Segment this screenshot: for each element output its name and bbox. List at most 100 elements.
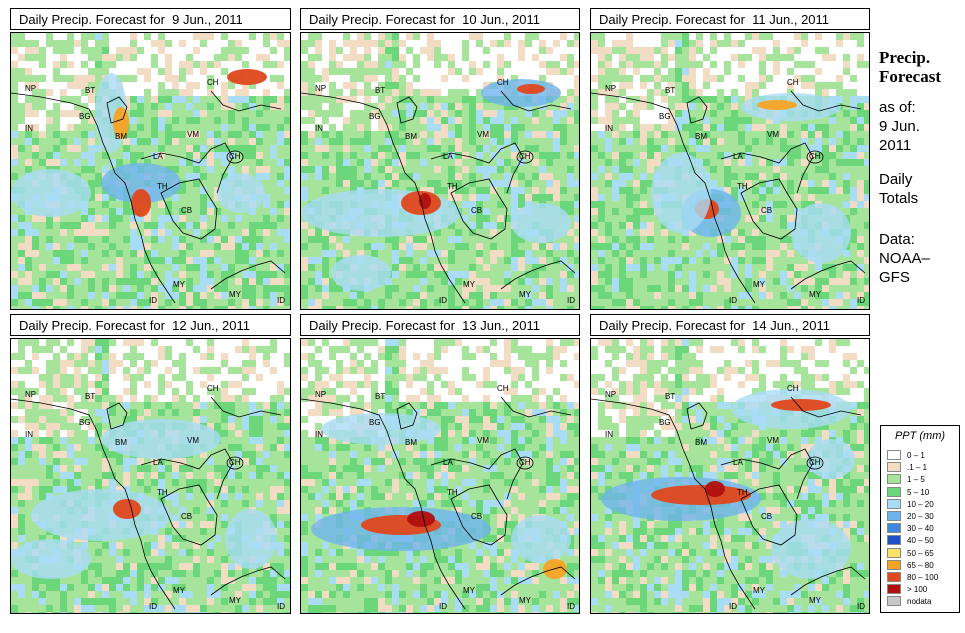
- legend-swatch: [887, 547, 901, 558]
- map-canvas: NP BT BG IN BM CH VM LA TH CB CH MY ID MY ID: [11, 339, 290, 613]
- country-label: CB: [181, 512, 192, 521]
- country-label: CH: [497, 384, 509, 393]
- country-label: CB: [761, 512, 772, 521]
- country-label: BM: [115, 132, 127, 141]
- country-label: BG: [79, 112, 91, 121]
- map-canvas: NP BT BG IN BM CH VM LA TH CB CH MY ID MY ID: [11, 33, 290, 309]
- country-label: BM: [405, 438, 417, 447]
- panel-title: Daily Precip. Forecast for 9 Jun., 2011: [10, 8, 291, 30]
- map-canvas: NP BT BG IN BM CH VM LA TH CB CH MY ID MY ID: [301, 33, 579, 309]
- country-label: CH: [229, 458, 241, 467]
- heavy-rain-areas: [11, 69, 267, 217]
- country-label: BM: [695, 438, 707, 447]
- country-label: NP: [315, 84, 326, 93]
- sidebar-as-of: as of: 9 Jun. 2011: [879, 99, 920, 154]
- panel-title: Daily Precip. Forecast for 13 Jun., 2011: [300, 314, 580, 336]
- legend-swatch: [887, 523, 901, 534]
- country-label: MY: [173, 586, 186, 595]
- precip-map: NP BT BG IN BM CH VM LA TH CB CH MY ID MY ID: [300, 32, 580, 310]
- country-label: CB: [761, 206, 772, 215]
- panel-date: 10 Jun., 2011: [462, 12, 540, 27]
- country-label: VM: [477, 436, 489, 445]
- panel-title: Daily Precip. Forecast for 11 Jun., 2011: [590, 8, 870, 30]
- legend-label: 80 – 100: [907, 573, 939, 582]
- country-label: NP: [315, 390, 326, 399]
- legend-swatch: [887, 511, 901, 521]
- country-label: ID: [567, 296, 575, 305]
- precip-map: NP BT BG IN BM CH VM LA TH CB CH MY ID MY ID: [590, 32, 870, 310]
- legend-label: 30 – 40: [907, 524, 934, 534]
- country-label: ID: [149, 602, 157, 611]
- legend-label: 1 – 5: [907, 475, 925, 485]
- panel-date: 9 Jun., 2011: [172, 12, 243, 27]
- legend-item: 40 – 50: [887, 535, 934, 546]
- country-label: MY: [809, 290, 822, 299]
- legend-label: .1 – 1: [907, 463, 928, 473]
- legend-item: 30 – 40: [887, 523, 934, 534]
- borders-coastline: [11, 90, 286, 304]
- country-label: MY: [463, 586, 476, 595]
- legend-label: 10 – 20: [907, 499, 934, 509]
- legend-item: 65 – 80: [887, 559, 934, 571]
- country-label: LA: [733, 152, 743, 161]
- country-label: CH: [809, 458, 821, 467]
- country-label: ID: [857, 602, 865, 611]
- sidebar-heading: Precip. Forecast: [879, 48, 941, 86]
- map-canvas: NP BT BG IN BM CH VM LA TH CB CH MY ID MY ID: [591, 339, 869, 613]
- heavy-rain-areas: [601, 389, 855, 579]
- country-label: ID: [567, 602, 575, 611]
- legend-label: > 100: [907, 585, 928, 595]
- country-label: TH: [737, 182, 748, 191]
- country-label: IN: [315, 430, 323, 439]
- legend-swatch: [887, 498, 901, 509]
- country-label: MY: [519, 596, 532, 605]
- country-label: ID: [729, 296, 737, 305]
- legend-swatch: [887, 450, 901, 460]
- country-label: BT: [375, 392, 385, 401]
- legend-label: 40 – 50: [907, 536, 934, 546]
- heavy-rain-areas: [311, 413, 571, 579]
- country-label: BM: [115, 438, 127, 447]
- country-label: TH: [447, 488, 458, 497]
- heavy-rain-areas: [651, 93, 851, 263]
- country-label: ID: [277, 296, 285, 305]
- legend-item: > 100: [887, 584, 927, 595]
- map-canvas: NP BT BG IN BM CH VM LA TH CB CH MY ID MY ID: [301, 339, 579, 613]
- country-label: NP: [605, 84, 616, 93]
- panel-date: 14 Jun., 2011: [752, 318, 830, 333]
- precip-map: NP BT BG IN BM CH VM LA TH CB CH MY ID MY ID: [10, 338, 291, 614]
- legend-label: 20 – 30: [907, 512, 934, 521]
- legend-label: 0 – 1: [907, 451, 925, 460]
- country-label: IN: [315, 124, 323, 133]
- country-label: CB: [471, 206, 482, 215]
- country-label: LA: [153, 152, 163, 161]
- borders-coastline: [591, 396, 866, 610]
- legend-swatch: [887, 474, 901, 485]
- legend-item: 10 – 20: [887, 498, 934, 510]
- legend-label: nodata: [907, 597, 932, 607]
- country-label: ID: [439, 296, 447, 305]
- country-label: VM: [767, 130, 779, 139]
- country-label: LA: [733, 458, 743, 467]
- country-label: NP: [25, 84, 36, 93]
- country-label: ID: [439, 602, 447, 611]
- legend-item: nodata: [887, 596, 931, 607]
- country-label: ID: [729, 602, 737, 611]
- country-label: NP: [605, 390, 616, 399]
- country-label: MY: [229, 290, 242, 299]
- country-label: BG: [369, 112, 381, 121]
- country-label: IN: [605, 430, 613, 439]
- borders-coastline: [11, 396, 286, 610]
- legend-item: 1 – 5: [887, 474, 925, 485]
- country-label: MY: [753, 280, 766, 289]
- borders-coastline: [301, 396, 576, 610]
- precip-map: NP BT BG IN BM CH VM LA TH CB CH MY ID MY ID: [10, 32, 291, 310]
- legend-item: 50 – 65: [887, 547, 934, 559]
- country-label: CH: [809, 152, 821, 161]
- legend-title: PPT (mm): [894, 430, 946, 442]
- country-label: VM: [767, 436, 779, 445]
- country-label: TH: [737, 488, 748, 497]
- country-label: MY: [173, 280, 186, 289]
- panel-title: Daily Precip. Forecast for 14 Jun., 2011: [590, 314, 870, 336]
- legend-item: 20 – 30: [887, 511, 934, 522]
